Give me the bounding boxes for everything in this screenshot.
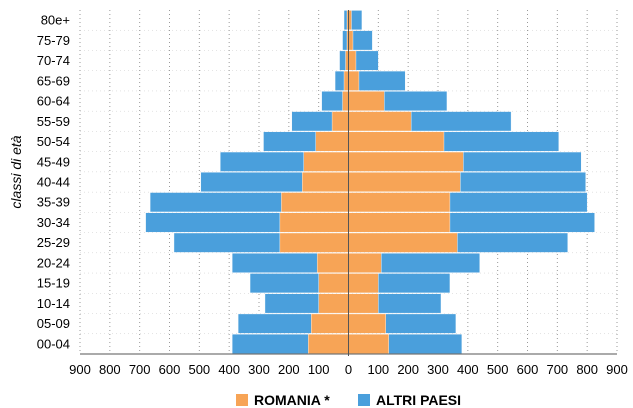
x-tick-label: 500 xyxy=(487,362,509,377)
x-tick-label: 500 xyxy=(188,362,210,377)
bar-romania-right-20-24 xyxy=(348,253,382,273)
bar-romania-left-10-14 xyxy=(318,293,349,314)
bar-romania-right-60-64 xyxy=(348,91,385,111)
bar-romania-left-30-34 xyxy=(279,212,349,233)
bar-romania-left-55-59 xyxy=(331,111,349,132)
bar-romania-left-35-39 xyxy=(281,192,349,213)
x-tick-label: 400 xyxy=(457,362,479,377)
x-tick-label: 800 xyxy=(576,362,598,377)
bar-romania-right-75-79 xyxy=(348,30,354,51)
bars-layer xyxy=(145,10,595,354)
x-tick-label: 700 xyxy=(129,362,151,377)
bar-romania-right-55-59 xyxy=(348,111,412,132)
bar-romania-left-15-19 xyxy=(318,273,349,294)
x-tick-label: 300 xyxy=(427,362,449,377)
legend-label-romania: ROMANIA * xyxy=(254,392,330,408)
x-tick-label: 600 xyxy=(517,362,539,377)
x-tick-label: 700 xyxy=(546,362,568,377)
bar-romania-right-65-69 xyxy=(348,70,360,91)
y-tick-label: 50-54 xyxy=(37,134,70,149)
bar-romania-left-40-44 xyxy=(302,172,349,192)
x-tick-label: 200 xyxy=(397,362,419,377)
y-tick-label: 05-09 xyxy=(37,316,70,331)
legend-label-altri-paesi: ALTRI PAESI xyxy=(376,392,461,408)
bar-romania-right-35-39 xyxy=(348,192,451,213)
legend: ROMANIA * ALTRI PAESI xyxy=(236,392,461,408)
x-tick-label: 600 xyxy=(159,362,181,377)
y-tick-label: 10-14 xyxy=(37,296,70,311)
bar-romania-left-00-04 xyxy=(308,333,349,354)
x-tick-label: 100 xyxy=(367,362,389,377)
y-tick-label: 75-79 xyxy=(37,33,70,48)
bar-romania-right-70-74 xyxy=(348,50,357,71)
bar-romania-right-25-29 xyxy=(348,232,458,253)
y-tick-label: 00-04 xyxy=(37,336,70,351)
x-tick-label: 800 xyxy=(99,362,121,377)
x-tick-label: 400 xyxy=(218,362,240,377)
bar-romania-right-10-14 xyxy=(348,293,379,314)
y-tick-label: 25-29 xyxy=(37,235,70,250)
y-tick-label: 55-59 xyxy=(37,114,70,129)
y-tick-label: 70-74 xyxy=(37,53,70,68)
bar-romania-right-40-44 xyxy=(348,172,461,192)
legend-swatch-altri-paesi xyxy=(358,394,370,406)
y-tick-label: 45-49 xyxy=(37,154,70,169)
y-tick-label: 40-44 xyxy=(37,175,70,190)
axis-layer: 900 800 700 600 500 400 300 200 100 0 100 200 300 400… xyxy=(37,10,628,377)
y-tick-label: 65-69 xyxy=(37,73,70,88)
bar-romania-left-45-49 xyxy=(303,151,349,172)
y-tick-label: 60-64 xyxy=(37,94,70,109)
bar-romania-left-60-64 xyxy=(342,91,349,111)
bar-romania-right-50-54 xyxy=(348,131,445,152)
x-tick-label: 300 xyxy=(248,362,270,377)
y-tick-label: 35-39 xyxy=(37,195,70,210)
bar-romania-right-05-09 xyxy=(348,313,386,334)
bar-romania-right-30-34 xyxy=(348,212,451,233)
bar-romania-right-15-19 xyxy=(348,273,379,294)
y-axis-label: classi di età xyxy=(8,135,24,208)
bar-romania-left-65-69 xyxy=(343,70,349,91)
y-tick-label: 20-24 xyxy=(37,255,70,270)
x-tick-label: 900 xyxy=(69,362,91,377)
x-tick-label: 200 xyxy=(278,362,300,377)
bar-romania-right-00-04 xyxy=(348,333,389,354)
bar-romania-left-50-54 xyxy=(315,131,349,152)
y-tick-label: 15-19 xyxy=(37,276,70,291)
x-tick-label: 900 xyxy=(606,362,628,377)
bar-romania-left-25-29 xyxy=(279,232,349,253)
x-tick-label: 100 xyxy=(308,362,330,377)
y-tick-label: 80e+ xyxy=(41,13,70,28)
y-tick-label: 30-34 xyxy=(37,215,70,230)
bar-romania-left-20-24 xyxy=(316,253,349,273)
bar-romania-right-45-49 xyxy=(348,151,464,172)
bar-romania-left-05-09 xyxy=(311,313,349,334)
x-tick-label: 0 xyxy=(345,362,352,377)
legend-swatch-romania xyxy=(236,394,248,406)
